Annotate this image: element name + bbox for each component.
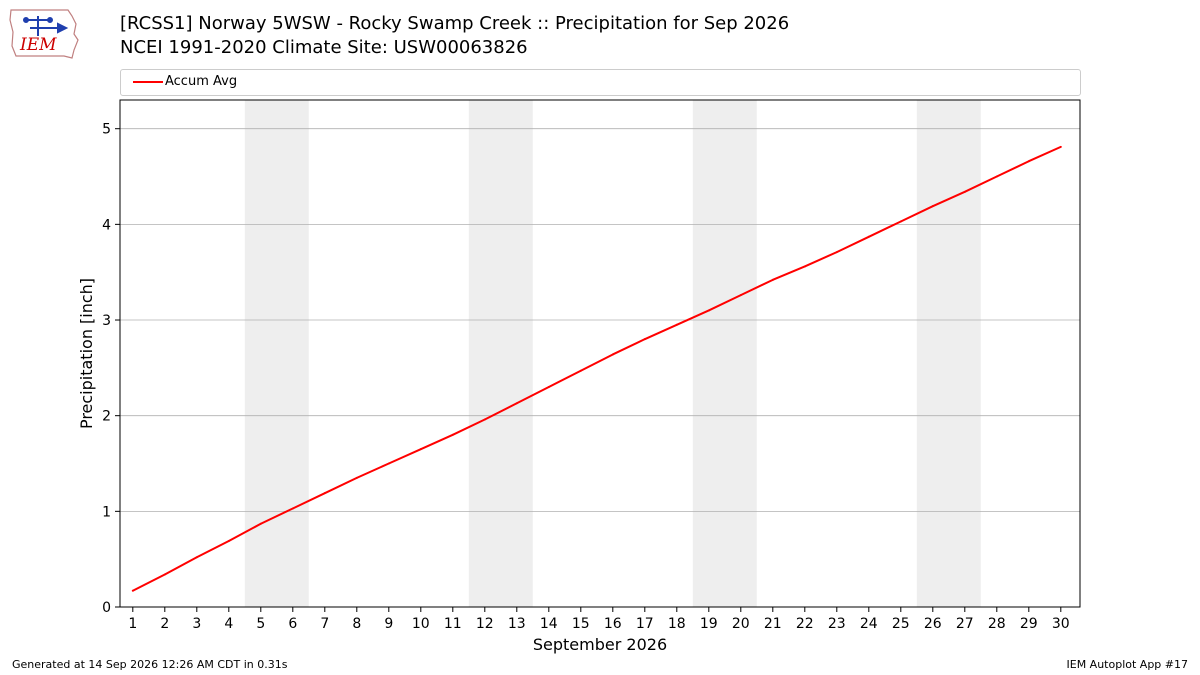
data-point-day-27	[963, 190, 966, 193]
plot-frame	[119, 99, 1081, 608]
x-tick-label-4: 4	[224, 616, 233, 632]
data-point-day-18	[675, 323, 678, 326]
x-tick-label-7: 7	[320, 616, 329, 632]
data-point-day-19	[707, 309, 710, 312]
data-point-day-2	[163, 573, 166, 576]
legend-swatch-accum-avg	[133, 81, 163, 83]
data-point-day-11	[451, 433, 454, 436]
y-tick-label-1: 1	[102, 504, 111, 520]
data-point-day-23	[835, 251, 838, 254]
y-tick-label-3: 3	[102, 313, 111, 329]
y-tick-label-4: 4	[102, 217, 111, 233]
x-tick-label-25: 25	[892, 616, 910, 632]
data-point-day-22	[803, 265, 806, 268]
weather-station-icon	[23, 16, 69, 36]
app-label: IEM Autoplot App #17	[1066, 658, 1189, 671]
x-tick-label-24: 24	[860, 616, 878, 632]
x-tick-label-3: 3	[192, 616, 201, 632]
data-point-day-5	[259, 522, 262, 525]
x-tick-label-10: 10	[412, 616, 430, 632]
data-point-day-16	[611, 353, 614, 356]
x-tick-label-11: 11	[444, 616, 462, 632]
data-point-day-3	[195, 556, 198, 559]
x-tick-label-8: 8	[352, 616, 361, 632]
x-axis-label: September 2026	[533, 635, 667, 654]
series-line-0	[132, 145, 1062, 592]
y-tick-label-5: 5	[102, 122, 111, 138]
data-point-day-14	[547, 385, 550, 388]
weekend-bands	[244, 100, 981, 607]
chart-title: [RCSS1] Norway 5WSW - Rocky Swamp Creek …	[120, 13, 790, 34]
x-tick-label-20: 20	[732, 616, 750, 632]
data-point-day-24	[867, 235, 870, 238]
weekend-band-3	[692, 100, 757, 607]
data-point-day-17	[643, 338, 646, 341]
data-point-day-1	[131, 589, 134, 592]
weekend-band-4	[916, 100, 981, 607]
x-tick-label-21: 21	[764, 616, 782, 632]
x-tick-label-18: 18	[668, 616, 686, 632]
y-axis-label: Precipitation [inch]	[77, 278, 96, 429]
data-point-day-21	[771, 278, 774, 281]
data-point-day-30	[1059, 145, 1062, 148]
chart-title-block: [RCSS1] Norway 5WSW - Rocky Swamp Creek …	[120, 12, 789, 60]
x-tick-label-5: 5	[256, 616, 265, 632]
x-tick-label-29: 29	[1020, 616, 1038, 632]
data-point-day-29	[1027, 160, 1030, 163]
x-tick-label-30: 30	[1052, 616, 1070, 632]
generated-timestamp: Generated at 14 Sep 2026 12:26 AM CDT in…	[12, 658, 288, 671]
chart-legend: Accum Avg	[120, 69, 1081, 96]
x-tick-label-22: 22	[796, 616, 814, 632]
data-point-day-13	[515, 402, 518, 405]
legend-label-accum-avg: Accum Avg	[165, 74, 238, 89]
x-tick-label-13: 13	[508, 616, 526, 632]
x-tick-label-15: 15	[572, 616, 590, 632]
x-tick-label-27: 27	[956, 616, 974, 632]
x-tick-label-17: 17	[636, 616, 654, 632]
x-tick-label-12: 12	[476, 616, 494, 632]
y-tick-label-0: 0	[102, 600, 111, 616]
data-point-day-7	[323, 492, 326, 495]
x-tick-label-6: 6	[288, 616, 297, 632]
data-point-day-20	[739, 294, 742, 297]
x-tick-label-28: 28	[988, 616, 1006, 632]
data-point-day-25	[899, 220, 902, 223]
iem-logo: IEM	[9, 9, 79, 59]
data-point-day-26	[931, 205, 934, 208]
data-point-day-6	[291, 507, 294, 510]
x-tick-label-9: 9	[384, 616, 393, 632]
series-layer	[131, 145, 1062, 592]
x-tick-label-19: 19	[700, 616, 718, 632]
x-tick-label-2: 2	[160, 616, 169, 632]
logo-text: IEM	[19, 35, 57, 55]
data-point-day-15	[579, 369, 582, 372]
data-point-day-28	[995, 175, 998, 178]
grid-lines	[120, 128, 1080, 512]
data-point-day-12	[483, 418, 486, 421]
chart-subtitle: NCEI 1991-2020 Climate Site: USW00063826	[120, 37, 528, 58]
data-point-day-10	[419, 448, 422, 451]
data-point-day-4	[227, 539, 230, 542]
weekend-band-1	[244, 100, 309, 607]
data-point-day-9	[387, 462, 390, 465]
x-tick-label-16: 16	[604, 616, 622, 632]
x-tick-label-23: 23	[828, 616, 846, 632]
x-tick-label-26: 26	[924, 616, 942, 632]
x-tick-label-1: 1	[128, 616, 137, 632]
y-tick-label-2: 2	[102, 409, 111, 425]
data-point-day-8	[355, 476, 358, 479]
weekend-band-2	[468, 100, 533, 607]
x-tick-label-14: 14	[540, 616, 558, 632]
